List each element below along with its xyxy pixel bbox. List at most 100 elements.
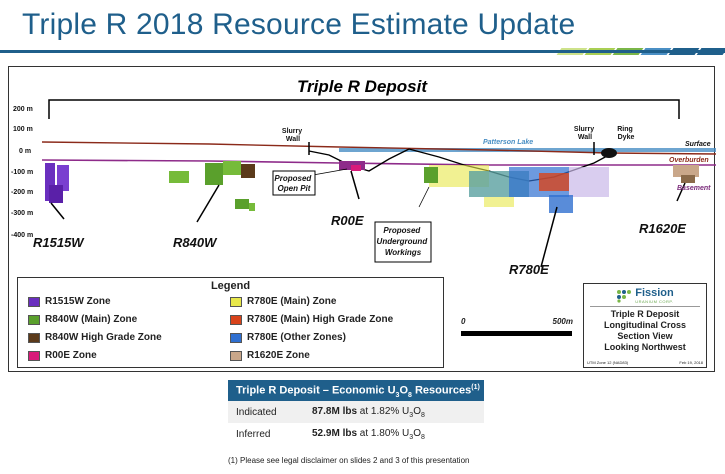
title-block-line: Section View [617, 331, 673, 341]
elevation-label: -200 m [11, 189, 33, 196]
zone-label-r840w: R840W [173, 235, 218, 250]
zone-shape [169, 171, 189, 183]
legend-item: R1620E Zone [230, 350, 310, 361]
label-line: Wall [286, 136, 300, 143]
zone-label-r1515w: R1515W [33, 235, 85, 250]
leader-line [50, 202, 65, 220]
resources-table: Triple R Deposit – Economic U3O8 Resourc… [228, 380, 484, 445]
legend-swatch [230, 350, 242, 361]
zone-shape [539, 173, 569, 191]
fission-logo-icon [617, 289, 632, 303]
leader-line [350, 170, 360, 200]
header-text: Triple R Deposit – Economic U [236, 384, 396, 397]
ring-dyke-marker [601, 148, 617, 158]
legend-swatch [230, 296, 242, 307]
fission-logo: Fission URANIUM CORP. [584, 287, 706, 304]
oxygen-symbol: O [413, 405, 421, 417]
legend-title: Legend [210, 280, 251, 292]
zone-shape [484, 197, 514, 207]
legend-item: R780E (Main) Zone [230, 296, 336, 307]
legend-item: R840W (Main) Zone [28, 314, 137, 325]
zone-shape [351, 165, 361, 171]
resource-value: 87.8M lbs at 1.82% U3O8 [312, 406, 425, 419]
zone-shape [249, 203, 255, 211]
title-block-footer: UTM Zone 12 (NAD83) Feb 19, 2018 [587, 360, 703, 365]
zone-shape [49, 185, 63, 203]
legend-label: R1620E Zone [247, 350, 310, 361]
subscript: 8 [420, 433, 425, 441]
overburden-label: Overburden [669, 157, 709, 164]
elevation-label: 200 m [13, 106, 33, 113]
zone-r00e [339, 161, 365, 171]
legend-label: R780E (Other Zones) [247, 332, 346, 343]
scale-bar-line [461, 331, 572, 336]
table-row: Indicated 87.8M lbs at 1.82% U3O8 [228, 401, 484, 423]
elevation-label: -400 m [11, 232, 33, 239]
leader-line [196, 184, 220, 223]
title-block: Fission URANIUM CORP. Triple R Deposit L… [583, 283, 707, 368]
resource-value: 52.9M lbs at 1.80% U3O8 [312, 428, 425, 441]
zone-shape [673, 165, 699, 177]
resource-amount: 87.8M lbs [312, 405, 358, 417]
label-line: Underground [377, 237, 429, 246]
logo-word: Fission [635, 287, 674, 299]
legend-swatch [230, 332, 242, 343]
scale-bar: 0 500m [461, 317, 573, 347]
zone-label-r1620e: R1620E [639, 221, 686, 236]
footnote-marker: (1) [471, 384, 480, 391]
oxygen-symbol: O [413, 427, 421, 439]
elevation-label: -300 m [11, 210, 33, 217]
zone-label-r00e: R00E [331, 213, 364, 228]
label-line: Open Pit [278, 184, 311, 193]
slurry-wall-right-label: Slurry Wall [574, 126, 596, 141]
page-title: Triple R 2018 Resource Estimate Update [22, 8, 576, 41]
zone-shape [57, 165, 69, 191]
resource-grade: at 1.80% U [357, 427, 410, 439]
zone-shape [235, 199, 249, 209]
label-line: Workings [385, 248, 422, 257]
subscript: 3 [395, 391, 400, 399]
legend-label: R00E Zone [45, 350, 97, 361]
legend-label: R840W High Grade Zone [45, 332, 162, 343]
label-line: Dyke [618, 134, 635, 141]
label-line: Slurry [574, 126, 594, 133]
leader-line [540, 206, 558, 268]
legend-swatch [28, 314, 40, 325]
open-pit-callout [272, 170, 316, 196]
legend-label: R780E (Main) Zone [247, 296, 337, 307]
leader-line [418, 186, 430, 208]
legend-swatch [230, 314, 242, 325]
header-text: Resources [411, 384, 472, 397]
zone-shape [223, 161, 241, 175]
resource-grade: at 1.82% U [357, 405, 410, 417]
legend-item: R780E (Other Zones) [230, 332, 346, 343]
legend-item: R780E (Main) High Grade Zone [230, 314, 393, 325]
footnote: (1) Please see legal disclaimer on slide… [228, 456, 470, 465]
underground-label: Proposed Underground Workings [377, 226, 430, 257]
zone-shape [681, 175, 695, 183]
legend-label: R780E (Main) High Grade Zone [247, 314, 394, 325]
legend: Legend R1515W Zone R840W (Main) Zone R84… [17, 277, 444, 368]
overburden-line [41, 159, 716, 166]
zone-shape [549, 195, 573, 213]
resource-category: Indicated [236, 406, 277, 418]
legend-swatch [28, 350, 40, 361]
legend-item: R1515W Zone [28, 296, 111, 307]
elevation-label: 100 m [13, 126, 33, 133]
leader-line [676, 182, 686, 202]
zone-shape [424, 167, 438, 183]
subscript: 8 [420, 411, 425, 419]
label-line: Proposed [383, 226, 421, 235]
resource-category: Inferred [236, 428, 271, 440]
elevation-label: -100 m [11, 169, 33, 176]
surface-label: Surface [685, 141, 711, 148]
zone-shape [205, 163, 223, 185]
patterson-lake [339, 148, 716, 152]
legend-swatch [28, 332, 40, 343]
projection-note: UTM Zone 12 (NAD83) [587, 360, 629, 365]
title-rule [0, 50, 725, 53]
legend-item: R00E Zone [28, 350, 97, 361]
resources-table-header: Triple R Deposit – Economic U3O8 Resourc… [228, 380, 484, 401]
zone-shape [569, 167, 609, 197]
zone-r1620e [673, 165, 699, 183]
